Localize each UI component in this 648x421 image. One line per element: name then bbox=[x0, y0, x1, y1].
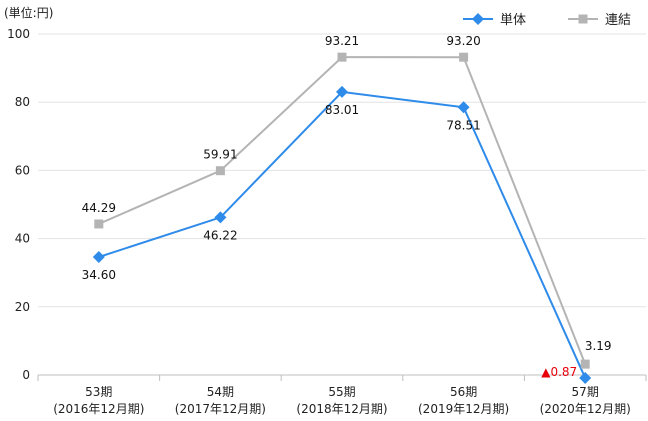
series-group: 34.60 46.22 83.01 78.51 ▲0.87 44.29 59.91 93.21… bbox=[82, 34, 612, 384]
data-point bbox=[457, 101, 470, 114]
data-point bbox=[215, 166, 225, 176]
data-label: 93.21 bbox=[325, 34, 359, 48]
data-point bbox=[92, 251, 105, 264]
x-tick-label-year: (2019年12月期) bbox=[418, 402, 509, 416]
data-label: 83.01 bbox=[325, 103, 359, 117]
data-label: 44.29 bbox=[82, 201, 116, 215]
y-axis: 0 20 40 60 80 100 bbox=[7, 27, 30, 382]
x-tick-label-year: (2017年12月期) bbox=[175, 402, 266, 416]
legend-marker bbox=[472, 13, 484, 25]
x-tick-label-year: (2020年12月期) bbox=[540, 402, 631, 416]
unit-label: (単位:円) bbox=[4, 5, 53, 20]
x-tick-label-period: 54期 bbox=[207, 385, 234, 399]
data-point bbox=[214, 211, 227, 224]
data-label: 34.60 bbox=[82, 268, 116, 282]
data-point bbox=[336, 85, 348, 98]
x-axis: 53期 (2016年12月期) 54期 (2017年12月期) 55期 (2018年12月… bbox=[37, 375, 647, 416]
data-label: ▲0.87 bbox=[541, 365, 577, 379]
data-label: 3.19 bbox=[585, 339, 612, 353]
legend-label: 連結 bbox=[605, 13, 631, 28]
x-tick-label-period: 57期 bbox=[572, 385, 599, 399]
y-tick-label: 40 bbox=[15, 232, 30, 246]
x-tick-label-year: (2018年12月期) bbox=[296, 402, 387, 416]
legend-marker bbox=[578, 14, 588, 24]
y-tick-label: 80 bbox=[15, 95, 30, 109]
x-tick-label-period: 55期 bbox=[328, 385, 355, 399]
data-point bbox=[94, 219, 104, 229]
legend-label: 単体 bbox=[500, 12, 526, 28]
data-point bbox=[459, 52, 469, 62]
x-tick-label-period: 56期 bbox=[450, 385, 477, 399]
y-tick-label: 60 bbox=[15, 163, 30, 177]
data-point bbox=[580, 359, 590, 369]
data-label: 93.20 bbox=[446, 34, 480, 48]
y-tick-label: 0 bbox=[22, 368, 30, 382]
legend: 単体 連結 bbox=[463, 12, 631, 28]
data-label: 46.22 bbox=[203, 228, 237, 242]
gridlines bbox=[38, 33, 646, 376]
x-tick-label-period: 53期 bbox=[85, 385, 112, 399]
data-label: 78.51 bbox=[446, 118, 480, 132]
x-tick-label-year: (2016年12月期) bbox=[53, 402, 144, 416]
data-point bbox=[337, 52, 347, 62]
y-tick-label: 20 bbox=[15, 300, 30, 314]
y-tick-label: 100 bbox=[7, 27, 30, 41]
series-line-tantai bbox=[98, 90, 587, 379]
data-point bbox=[579, 371, 592, 384]
data-label: 59.91 bbox=[203, 148, 237, 162]
